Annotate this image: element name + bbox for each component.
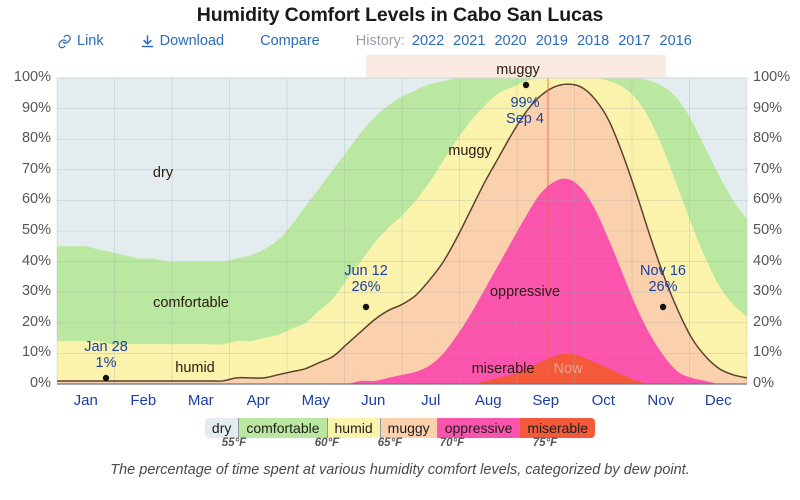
- legend-item-label: muggy: [387, 420, 430, 436]
- legend-item-miserable[interactable]: miserable: [520, 418, 596, 438]
- legend-item-dry[interactable]: dry: [204, 418, 240, 438]
- legend: dry comfortable humid muggy oppressive misera…: [0, 416, 800, 440]
- x-axis-label-Sep: Sep: [532, 392, 560, 409]
- history-label: History:: [355, 33, 405, 49]
- x-axis-label-Aug: Aug: [474, 392, 502, 409]
- legend-item-muggy[interactable]: muggy: [380, 418, 438, 438]
- dewpoint-tick-75°F: 75°F: [532, 437, 558, 449]
- legend-item-humid[interactable]: humid: [327, 418, 381, 438]
- legend-swatches: dry comfortable humid muggy oppressive misera…: [204, 418, 596, 438]
- link-button[interactable]: Link: [57, 33, 104, 49]
- y-axis-label-right-60%: 60%: [753, 191, 783, 208]
- y-axis-label-right-20%: 20%: [753, 313, 783, 330]
- compare-button[interactable]: Compare: [260, 33, 320, 49]
- legend-item-label: humid: [334, 420, 373, 436]
- x-axis-label-Apr: Apr: [246, 392, 270, 409]
- y-axis-label-left-40%: 40%: [21, 252, 51, 269]
- y-axis-label-left-100%: 100%: [13, 69, 51, 85]
- download-icon: [140, 34, 155, 49]
- x-axis-label-May: May: [301, 392, 330, 409]
- y-axis-label-left-20%: 20%: [21, 313, 51, 330]
- y-axis-label-right-50%: 50%: [753, 222, 783, 238]
- y-axis-label-right-100%: 100%: [753, 69, 791, 85]
- y-axis-label-right-10%: 10%: [753, 344, 783, 361]
- history-year-2022[interactable]: 2022: [411, 33, 445, 49]
- y-axis-label-left-70%: 70%: [21, 160, 51, 177]
- history-year-list: 2022 2021 2020 2019 2018 2017 2016: [412, 33, 692, 49]
- legend-item-oppressive[interactable]: oppressive: [437, 418, 521, 438]
- y-axis-label-left-80%: 80%: [21, 130, 51, 147]
- humidity-area-chart: [56, 55, 748, 385]
- legend-item-label: comfortable: [246, 420, 320, 436]
- chart-toolbar: Link Download Compare History: 2022 2021 2…: [0, 30, 800, 52]
- link-label: Link: [77, 33, 104, 49]
- x-axis-label-Feb: Feb: [130, 392, 157, 409]
- legend-dewpoint-ticks: 55°F 60°F 65°F 70°F 75°F: [0, 437, 800, 453]
- x-axis-label-Jul: Jul: [421, 392, 441, 409]
- link-icon: [57, 34, 72, 49]
- legend-item-label: dry: [211, 420, 232, 436]
- x-axis-label-Jan: Jan: [73, 392, 98, 409]
- legend-item-label: oppressive: [444, 420, 513, 436]
- x-axis-label-Dec: Dec: [704, 392, 732, 409]
- y-axis-label-left-50%: 50%: [21, 222, 51, 238]
- y-axis-label-right-80%: 80%: [753, 130, 783, 147]
- y-axis-label-left-30%: 30%: [21, 283, 51, 300]
- y-axis-label-left-60%: 60%: [21, 191, 51, 208]
- dewpoint-tick-60°F: 60°F: [314, 437, 340, 449]
- y-axis-label-left-0%: 0%: [30, 375, 51, 391]
- x-axis-label-Oct: Oct: [591, 392, 615, 409]
- chart-caption: The percentage of time spent at various …: [110, 462, 690, 478]
- dewpoint-tick-55°F: 55°F: [221, 437, 247, 449]
- y-axis-label-left-90%: 90%: [21, 99, 51, 116]
- history-year-2017[interactable]: 2017: [618, 33, 651, 49]
- y-axis-label-right-30%: 30%: [753, 283, 783, 300]
- x-axis-label-Jun: Jun: [361, 392, 386, 409]
- history-year-2016[interactable]: 2016: [659, 33, 692, 49]
- x-axis-label-Mar: Mar: [187, 392, 214, 409]
- history-year-2020[interactable]: 2020: [494, 33, 527, 49]
- page-title: Humidity Comfort Levels in Cabo San Luca…: [196, 4, 604, 26]
- dewpoint-tick-70°F: 70°F: [439, 437, 465, 449]
- x-axis-label-Nov: Nov: [647, 392, 675, 409]
- y-axis-label-right-0%: 0%: [753, 375, 774, 391]
- y-axis-label-right-70%: 70%: [753, 160, 783, 177]
- y-axis-label-left-10%: 10%: [21, 344, 51, 361]
- history-year-2019[interactable]: 2019: [535, 33, 568, 49]
- chart-area: 0% 0% 10% 10% 20% 20% 30% 30% 40% 40% 50% 50% 60% 60%…: [0, 52, 800, 412]
- history-year-2018[interactable]: 2018: [576, 33, 610, 49]
- dewpoint-tick-65°F: 65°F: [377, 437, 403, 449]
- download-label: Download: [159, 33, 225, 49]
- legend-item-label: miserable: [527, 420, 589, 436]
- download-button[interactable]: Download: [140, 33, 225, 49]
- y-axis-label-right-90%: 90%: [753, 99, 783, 116]
- y-axis-label-right-40%: 40%: [753, 252, 783, 269]
- compare-label: Compare: [260, 33, 320, 49]
- history-year-2021[interactable]: 2021: [453, 33, 486, 49]
- legend-item-comfortable[interactable]: comfortable: [239, 418, 328, 438]
